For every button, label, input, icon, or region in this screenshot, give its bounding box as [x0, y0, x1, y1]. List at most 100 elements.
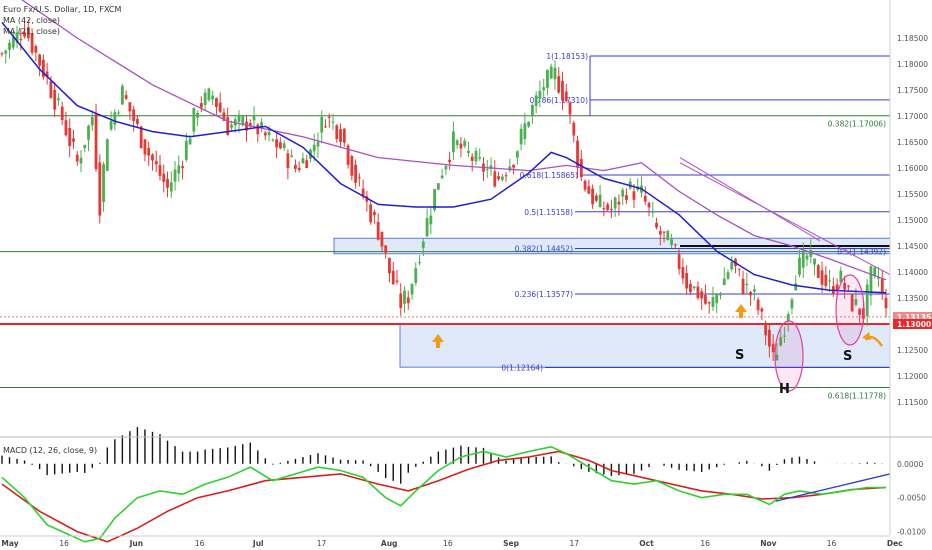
time-tick-label: 16	[700, 539, 710, 548]
candle-body	[677, 254, 681, 270]
candle-body	[527, 121, 531, 127]
candle-body	[248, 122, 252, 127]
candle-body	[576, 140, 579, 168]
candle-body	[278, 142, 282, 149]
candle-body	[143, 139, 147, 155]
candle-body	[816, 265, 820, 278]
price-tick-label: 1.14500	[897, 242, 928, 251]
candle-body	[877, 276, 880, 279]
candle-body	[873, 267, 877, 276]
candle-body	[534, 95, 538, 106]
fib-level-label: 0.236(1.13577)	[515, 290, 573, 299]
candle-body	[320, 116, 324, 133]
candle-body	[399, 293, 403, 308]
candle-body	[252, 115, 256, 121]
candle-body	[504, 175, 508, 177]
candle-body	[45, 71, 49, 78]
candle-body	[173, 169, 177, 182]
candle-body	[463, 140, 467, 147]
candle-body	[38, 54, 42, 66]
candle-body	[643, 195, 647, 202]
candle-body	[256, 124, 260, 135]
candle-body	[824, 274, 828, 286]
candle-body	[839, 270, 843, 283]
time-tick-label: Jun	[129, 539, 143, 548]
candle-body	[128, 102, 132, 112]
candle-body	[704, 295, 707, 304]
candle-body	[489, 165, 493, 170]
candle-body	[192, 107, 196, 132]
price-badge	[893, 311, 932, 322]
candle-body	[655, 222, 658, 228]
fib-level-label: 0(1.12164)	[501, 363, 543, 372]
candle-body	[237, 114, 241, 122]
candle-body	[215, 98, 218, 107]
candle-body	[376, 222, 380, 240]
candle-body	[388, 257, 391, 274]
trendline-lower	[679, 157, 821, 242]
price-tick-label: 1.11500	[897, 398, 928, 407]
price-tick-label: 1.13500	[897, 294, 928, 303]
candle-body	[561, 80, 564, 101]
candle-body	[391, 270, 395, 285]
candle-body	[90, 117, 94, 126]
candle-body	[421, 241, 425, 248]
candle-body	[583, 180, 587, 190]
macd-tick-label: -0.0050	[897, 494, 926, 503]
candle-body	[199, 103, 203, 108]
candle-body	[196, 112, 200, 118]
candle-body	[425, 218, 429, 237]
candle-body	[324, 126, 327, 128]
candle-body	[105, 139, 109, 171]
candle-body	[117, 112, 121, 114]
time-tick-label: Aug	[381, 539, 398, 548]
candle-body	[429, 215, 433, 225]
candle-body	[606, 204, 610, 210]
candle-body	[357, 177, 361, 179]
candle-body	[756, 299, 760, 311]
right-shoulder-label: S	[843, 349, 852, 364]
candle-body	[786, 313, 790, 322]
time-tick-label: 16	[59, 539, 69, 548]
macd-legend: MACD (12, 26, close, 9)	[3, 446, 98, 455]
candle-body	[767, 329, 771, 347]
candle-body	[166, 178, 169, 188]
candle-body	[271, 139, 275, 141]
candle-body	[286, 153, 290, 169]
candle-body	[211, 95, 215, 100]
candle-body	[403, 290, 406, 304]
candle-body	[241, 115, 245, 125]
macd-tick-label: -0.0100	[897, 528, 926, 537]
candle-body	[57, 98, 60, 101]
candle-body	[406, 297, 410, 304]
candle-body	[384, 245, 388, 253]
macd-tick-label: 0.0000	[897, 460, 923, 469]
fib-level-label: 0.618(1.15865)	[520, 171, 578, 180]
candle-body	[493, 171, 497, 187]
price-tick-label: 1.16500	[897, 138, 928, 147]
candle-body	[568, 102, 572, 115]
ma42-line	[21, 0, 887, 281]
candle-body	[809, 250, 813, 257]
candle-body	[154, 161, 158, 165]
candle-body	[470, 156, 474, 161]
candle-body	[715, 294, 719, 304]
candle-body	[707, 302, 711, 304]
candle-body	[783, 335, 786, 337]
candle-body	[880, 278, 884, 293]
left-shoulder-label: S	[735, 348, 744, 363]
candle-body	[805, 255, 809, 260]
candle-body	[790, 299, 794, 309]
candle-body	[139, 126, 143, 148]
candle-body	[354, 164, 357, 183]
candle-body	[508, 166, 512, 171]
candle-body	[820, 270, 824, 285]
candle-body	[436, 183, 440, 190]
candle-body	[98, 162, 102, 216]
candle-body	[749, 292, 752, 296]
candle-body	[609, 208, 613, 210]
candle-body	[647, 202, 651, 208]
candle-body	[380, 231, 384, 247]
candle-body	[218, 102, 222, 112]
